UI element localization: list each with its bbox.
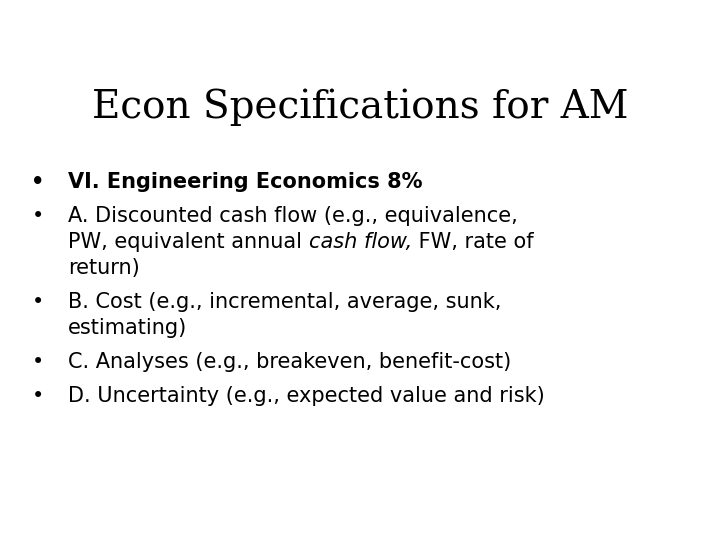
Text: •: • bbox=[31, 172, 45, 192]
Text: D. Uncertainty (e.g., expected value and risk): D. Uncertainty (e.g., expected value and… bbox=[68, 386, 545, 406]
Text: cash flow,: cash flow, bbox=[309, 232, 412, 252]
Text: A. Discounted cash flow (e.g., equivalence,: A. Discounted cash flow (e.g., equivalen… bbox=[68, 206, 518, 226]
Text: •: • bbox=[32, 386, 44, 406]
Text: PW, equivalent annual: PW, equivalent annual bbox=[68, 232, 309, 252]
Text: •: • bbox=[32, 352, 44, 372]
Text: C. Analyses (e.g., breakeven, benefit-cost): C. Analyses (e.g., breakeven, benefit-co… bbox=[68, 352, 511, 372]
Text: VI. Engineering Economics 8%: VI. Engineering Economics 8% bbox=[68, 172, 423, 192]
Text: B. Cost (e.g., incremental, average, sunk,
estimating): B. Cost (e.g., incremental, average, sun… bbox=[68, 292, 501, 338]
Text: return): return) bbox=[68, 258, 140, 278]
Text: FW, rate of: FW, rate of bbox=[412, 232, 534, 252]
Text: •: • bbox=[32, 292, 44, 312]
Text: Econ Specifications for AM: Econ Specifications for AM bbox=[91, 88, 629, 125]
Text: •: • bbox=[32, 206, 44, 226]
